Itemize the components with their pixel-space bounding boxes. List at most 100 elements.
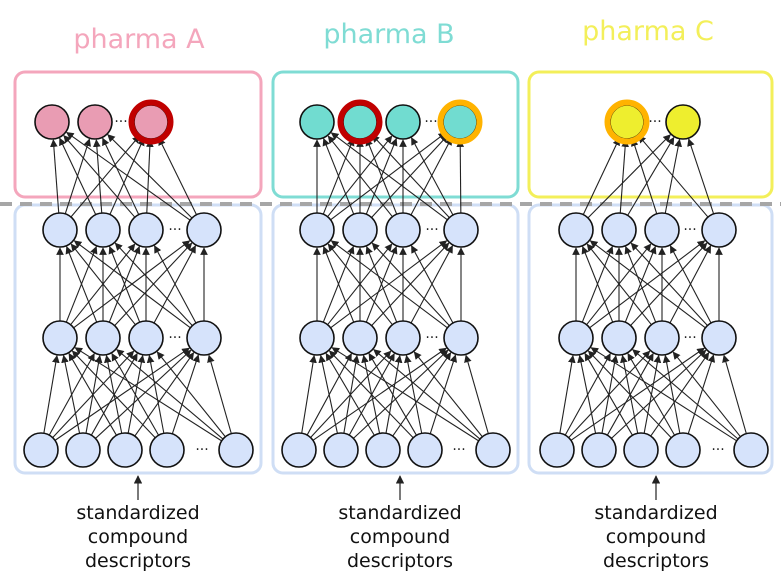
hidden-layer-2-node <box>558 212 594 248</box>
edge-input-hidden1 <box>413 351 483 438</box>
input-caption-line: descriptors <box>603 550 709 572</box>
edge-hidden1-hidden2 <box>327 243 393 326</box>
edge-hidden2-output <box>66 131 191 221</box>
edge-input-hidden1 <box>318 354 338 434</box>
edge-input-hidden1 <box>156 351 226 438</box>
output-ellipsis: ··· <box>114 114 127 130</box>
edge-hidden2-output <box>158 137 198 215</box>
edge-hidden1-hidden2 <box>630 242 708 326</box>
input-node <box>475 432 511 468</box>
hidden-layer-2-node <box>128 212 164 248</box>
edge-input-hidden1 <box>325 352 375 436</box>
edge-hidden1-hidden2 <box>589 240 706 329</box>
hidden-layer-2-node <box>644 212 680 248</box>
edge-input-hidden1 <box>687 354 716 434</box>
edge-hidden2-output <box>456 139 465 214</box>
edge-input-hidden1 <box>111 352 160 436</box>
edge-input-hidden1 <box>368 352 417 436</box>
hidden-layer-2-ellipsis: ··· <box>683 222 696 238</box>
edge-hidden1-hidden2 <box>586 243 652 326</box>
edge-hidden2-output <box>410 137 453 216</box>
hidden-layer-1-node <box>443 320 479 356</box>
edge-input-hidden1 <box>68 352 117 436</box>
highlight-ring-red <box>128 99 174 145</box>
panels-layer <box>13 70 774 475</box>
edge-hidden2-output <box>619 139 629 214</box>
edge-hidden2-output <box>107 134 193 219</box>
edge-hidden2-output <box>327 135 393 218</box>
input-node <box>323 432 359 468</box>
edge-hidden1-hidden2 <box>108 246 141 323</box>
hidden-layer-2-node <box>701 212 737 248</box>
edge-hidden2-output <box>687 138 715 215</box>
edge-hidden1-hidden2 <box>65 246 98 323</box>
edge-hidden1-hidden2 <box>322 246 355 323</box>
edge-hidden2-output <box>330 132 447 221</box>
shared-trunk-panel-0 <box>13 203 263 475</box>
nodes-layer <box>23 99 769 468</box>
edge-hidden1-hidden2 <box>371 242 450 326</box>
input-caption-line: standardized <box>76 502 199 524</box>
edge-hidden2-output <box>631 138 658 214</box>
hidden-layer-1-node <box>42 320 78 356</box>
hidden-layer-1-ellipsis: ··· <box>168 330 181 346</box>
input-caption-line: compound <box>88 526 188 548</box>
input-node <box>365 432 401 468</box>
edge-input-hidden1 <box>43 354 60 434</box>
edge-input-hidden1 <box>301 355 317 434</box>
edge-hidden2-output <box>330 132 448 221</box>
edge-hidden1-hidden2 <box>114 242 193 326</box>
edge-input-hidden1 <box>404 354 423 434</box>
edge-hidden2-output <box>109 137 145 215</box>
pharma-panel-0 <box>13 70 263 199</box>
edge-input-hidden1 <box>662 354 681 434</box>
edge-hidden2-output <box>582 137 620 215</box>
hidden-layer-2-node <box>443 212 479 248</box>
input-node <box>107 432 143 468</box>
hidden-layer-2-ellipsis: ··· <box>168 222 181 238</box>
edge-hidden2-output <box>50 139 60 214</box>
hidden-layer-1-node <box>299 320 335 356</box>
edge-input-hidden1 <box>584 352 633 436</box>
edge-input-hidden1 <box>373 349 481 440</box>
edge-hidden2-output <box>627 136 675 216</box>
hidden-layer-1-ellipsis: ··· <box>425 330 438 346</box>
edge-input-hidden1 <box>429 354 458 434</box>
edge-hidden2-output <box>371 134 449 218</box>
input-node <box>623 432 659 468</box>
text-layer: ············pharma Astandardizedcompound… <box>73 16 724 572</box>
edge-input-hidden1 <box>611 349 707 439</box>
edge-input-hidden1 <box>74 347 222 442</box>
input-node <box>581 432 617 468</box>
edge-input-hidden1 <box>353 349 449 439</box>
edge-hidden1-hidden2 <box>365 246 398 323</box>
edge-hidden1-hidden2 <box>73 240 191 329</box>
edge-input-hidden1 <box>116 349 224 440</box>
hidden-layer-1-node <box>186 320 222 356</box>
output-node <box>665 104 701 140</box>
edge-hidden2-output <box>638 135 709 218</box>
output-node <box>34 104 70 140</box>
edge-hidden2-output <box>365 138 398 215</box>
input-caption-line: descriptors <box>85 550 191 572</box>
input-node <box>218 432 254 468</box>
edge-input-hidden1 <box>71 350 156 439</box>
input-node <box>149 432 185 468</box>
edge-hidden2-output <box>587 134 671 219</box>
hidden-layer-2-ellipsis: ··· <box>425 222 438 238</box>
edge-input-hidden1 <box>328 350 414 439</box>
hidden-layer-1-node <box>701 320 737 356</box>
hidden-layer-1-node <box>644 320 680 356</box>
highlight-ring-red <box>337 99 383 145</box>
edge-input-hidden1 <box>392 352 452 437</box>
edge-input-hidden1 <box>672 351 741 438</box>
input-node <box>65 432 101 468</box>
edge-hidden2-output <box>322 138 355 215</box>
edge-input-hidden1 <box>171 354 200 435</box>
edge-hidden2-output <box>664 138 683 214</box>
edge-input-hidden1 <box>627 352 676 436</box>
edge-input-hidden1 <box>590 347 737 442</box>
hidden-layer-1-node <box>128 320 164 356</box>
edge-input-hidden1 <box>587 350 672 439</box>
